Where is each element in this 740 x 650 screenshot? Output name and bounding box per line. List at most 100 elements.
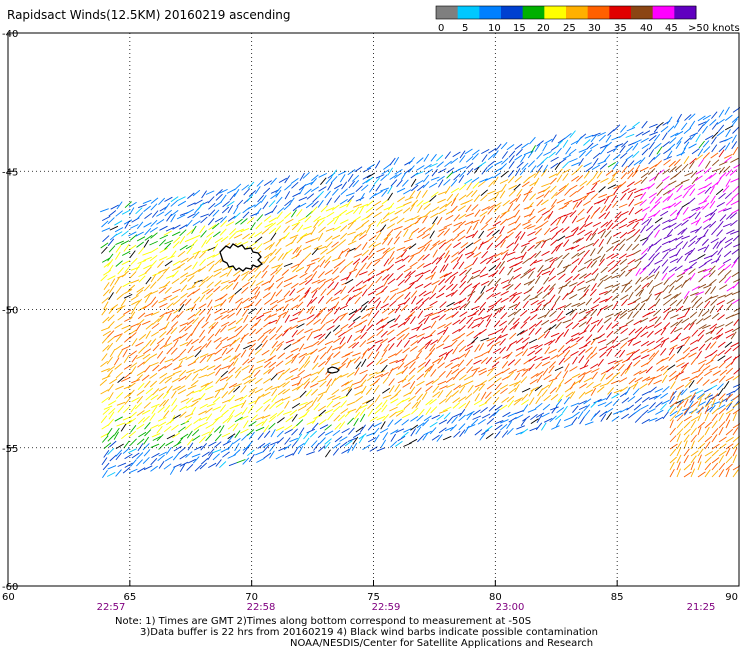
wind-barb [222, 344, 231, 349]
wind-barb [697, 283, 707, 289]
wind-barb [646, 340, 655, 346]
wind-barb [227, 442, 234, 451]
wind-barb [726, 402, 733, 411]
wind-barb [185, 219, 193, 228]
wind-barb [592, 179, 601, 186]
wind-barb [486, 293, 495, 300]
wind-barb [317, 431, 326, 439]
wind-barb [481, 166, 488, 175]
wind-barb [674, 130, 684, 137]
wind-barb [445, 314, 454, 320]
wind-barb [359, 413, 366, 423]
wind-barb [319, 259, 326, 268]
wind-barb [408, 438, 418, 444]
wind-barb [575, 237, 585, 243]
wind-barb [446, 416, 454, 424]
wind-barb [177, 200, 187, 207]
wind-barb [206, 365, 216, 371]
wind-barb [450, 205, 458, 213]
wind-barb [663, 159, 671, 166]
wind-barb [668, 266, 677, 273]
wind-barb [677, 228, 685, 236]
wind-barb [590, 304, 600, 310]
wind-barb [374, 394, 381, 403]
wind-barb [437, 198, 446, 204]
wind-barb [571, 312, 578, 320]
wind-barb [676, 447, 682, 457]
wind-barb [242, 457, 250, 465]
wind-barb [724, 341, 733, 348]
wind-barb [394, 383, 401, 392]
wind-barb [355, 269, 361, 278]
wind-barb [557, 260, 563, 269]
wind-barb [282, 329, 289, 337]
wind-barb [661, 399, 670, 405]
wind-barb [424, 243, 430, 252]
wind-barb [703, 254, 713, 260]
wind-barb [373, 422, 382, 428]
wind-barb [633, 303, 640, 311]
wind-barb [626, 404, 634, 411]
wind-barb [387, 318, 396, 324]
wind-barb [124, 397, 131, 405]
wind-barb [590, 248, 596, 257]
wind-barb [576, 280, 585, 286]
wind-barb [606, 246, 614, 253]
wind-barb [632, 121, 640, 128]
wind-barb [631, 243, 640, 251]
wind-barb [317, 338, 325, 346]
wind-barb [404, 275, 412, 284]
wind-barb [247, 204, 256, 210]
wind-barb [302, 373, 312, 379]
wind-barb [310, 440, 318, 448]
wind-barb [249, 387, 258, 393]
wind-barb [507, 399, 514, 408]
wind-barb [579, 383, 588, 389]
wind-barb [325, 296, 333, 305]
wind-barb [654, 238, 662, 245]
wind-barb [711, 131, 719, 139]
wind-barb [726, 229, 735, 235]
wind-barb [509, 332, 517, 340]
wind-barb [564, 423, 573, 428]
wind-barb [492, 150, 499, 159]
wind-barb [667, 143, 676, 151]
wind-barb [373, 297, 381, 304]
wind-barb [494, 252, 503, 258]
wind-barb [589, 324, 597, 333]
wind-barb [276, 430, 284, 438]
wind-barb [200, 213, 209, 218]
wind-barb [611, 239, 621, 245]
wind-barb [173, 365, 182, 371]
wind-barb [648, 417, 658, 422]
wind-barb [499, 333, 508, 339]
colorbar-label: 0 [438, 23, 444, 34]
wind-barb [471, 177, 480, 183]
wind-barb [345, 192, 355, 197]
wind-barb [508, 184, 517, 190]
wind-barb [163, 425, 172, 433]
wind-barb [514, 154, 523, 161]
wind-barb [452, 402, 461, 409]
wind-barb [310, 226, 316, 236]
wind-barb [268, 274, 275, 284]
wind-barb [389, 293, 397, 301]
wind-barb [115, 385, 124, 391]
wind-barb [359, 379, 367, 387]
wind-barb [298, 427, 305, 436]
wind-barb [653, 393, 662, 400]
wind-barb [725, 400, 734, 408]
wind-barb [269, 333, 277, 341]
wind-barb [310, 178, 317, 186]
wind-barb [148, 353, 158, 359]
wind-barb [590, 232, 597, 241]
wind-barb [186, 285, 196, 291]
wind-barb [675, 248, 682, 257]
wind-barb [100, 360, 108, 367]
wind-barb [452, 151, 461, 158]
wind-barb [192, 456, 200, 464]
wind-barb [101, 353, 108, 361]
wind-barb [597, 358, 604, 367]
wind-barb [325, 449, 331, 458]
wind-barb [425, 385, 433, 392]
